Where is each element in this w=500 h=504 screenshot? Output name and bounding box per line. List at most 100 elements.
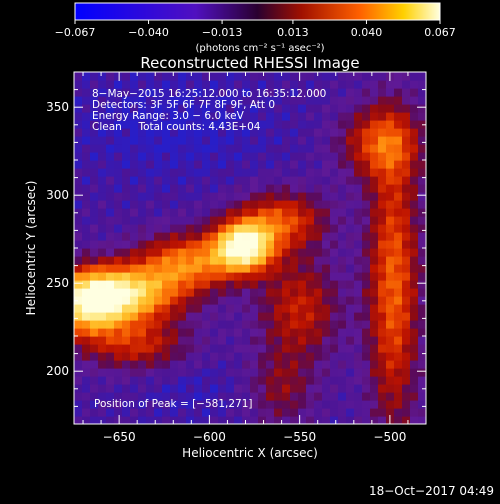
heatmap-cell bbox=[122, 224, 131, 233]
heatmap-cell bbox=[154, 272, 163, 281]
heatmap-cell bbox=[74, 368, 83, 377]
heatmap-cell bbox=[402, 280, 411, 289]
heatmap-cell bbox=[386, 112, 395, 121]
heatmap-cell bbox=[306, 288, 315, 297]
heatmap-cell bbox=[330, 72, 339, 81]
heatmap-cell bbox=[114, 256, 123, 265]
heatmap-cell bbox=[186, 128, 195, 137]
heatmap-cell bbox=[290, 112, 299, 121]
heatmap-cell bbox=[354, 192, 363, 201]
heatmap-cell bbox=[402, 272, 411, 281]
heatmap-cell bbox=[274, 392, 283, 401]
heatmap-cell bbox=[378, 280, 387, 289]
heatmap-cell bbox=[242, 408, 251, 417]
heatmap-cell bbox=[98, 256, 107, 265]
heatmap-cell bbox=[274, 272, 283, 281]
heatmap-cell bbox=[282, 384, 291, 393]
heatmap-cell bbox=[290, 128, 299, 137]
heatmap-cell bbox=[282, 152, 291, 161]
heatmap-cell bbox=[354, 416, 363, 424]
heatmap-cell bbox=[250, 312, 259, 321]
heatmap-cell bbox=[306, 296, 315, 305]
heatmap-cell bbox=[146, 280, 155, 289]
heatmap-cell bbox=[226, 264, 235, 273]
heatmap-cell bbox=[290, 272, 299, 281]
heatmap-cell bbox=[378, 264, 387, 273]
heatmap-cell bbox=[210, 376, 219, 385]
heatmap-cell bbox=[402, 344, 411, 353]
heatmap-cell bbox=[354, 256, 363, 265]
heatmap-cell bbox=[98, 80, 107, 89]
heatmap-cell bbox=[402, 336, 411, 345]
heatmap-cell bbox=[402, 72, 411, 81]
heatmap-cell bbox=[386, 240, 395, 249]
heatmap-cell bbox=[130, 104, 139, 113]
heatmap-cell bbox=[82, 312, 91, 321]
heatmap-cell bbox=[418, 400, 426, 409]
heatmap-cell bbox=[402, 408, 411, 417]
heatmap-cell bbox=[210, 264, 219, 273]
heatmap-cell bbox=[322, 368, 331, 377]
heatmap-cell bbox=[90, 272, 99, 281]
heatmap-cell bbox=[314, 384, 323, 393]
heatmap-cell bbox=[106, 88, 115, 97]
heatmap-cell bbox=[202, 88, 211, 97]
heatmap-cell bbox=[170, 200, 179, 209]
heatmap-cell bbox=[258, 120, 267, 129]
heatmap-cell bbox=[90, 304, 99, 313]
heatmap-cell bbox=[266, 176, 275, 185]
heatmap-cell bbox=[186, 136, 195, 145]
heatmap-cell bbox=[170, 304, 179, 313]
heatmap-cell bbox=[146, 152, 155, 161]
heatmap-cell bbox=[306, 320, 315, 329]
heatmap-cell bbox=[370, 104, 379, 113]
heatmap-cell bbox=[226, 360, 235, 369]
heatmap-cell bbox=[338, 344, 347, 353]
heatmap-cell bbox=[314, 288, 323, 297]
heatmap-cell bbox=[202, 328, 211, 337]
heatmap-cell bbox=[314, 72, 323, 81]
heatmap-cell bbox=[346, 128, 355, 137]
heatmap-cell bbox=[130, 392, 139, 401]
heatmap-cell bbox=[354, 168, 363, 177]
heatmap-cell bbox=[354, 344, 363, 353]
heatmap-cell bbox=[322, 288, 331, 297]
heatmap-cell bbox=[322, 144, 331, 153]
heatmap-cell bbox=[210, 312, 219, 321]
heatmap-cell bbox=[138, 312, 147, 321]
heatmap-cell bbox=[106, 400, 115, 409]
heatmap-cell bbox=[410, 208, 419, 217]
heatmap-cell bbox=[330, 128, 339, 137]
heatmap-cell bbox=[250, 216, 259, 225]
heatmap-cell bbox=[242, 216, 251, 225]
colorbar-units-label: (photons cm⁻² s⁻¹ asec⁻²) bbox=[195, 43, 324, 54]
heatmap-cell bbox=[346, 136, 355, 145]
heatmap-cell bbox=[418, 312, 426, 321]
heatmap-cell bbox=[274, 208, 283, 217]
heatmap-cell bbox=[330, 328, 339, 337]
heatmap-cell bbox=[186, 352, 195, 361]
heatmap-cell bbox=[138, 272, 147, 281]
heatmap-cell bbox=[290, 96, 299, 105]
heatmap-cell bbox=[210, 272, 219, 281]
heatmap-cell bbox=[90, 88, 99, 97]
heatmap-cell bbox=[90, 176, 99, 185]
heatmap-cell bbox=[186, 320, 195, 329]
heatmap-cell bbox=[338, 368, 347, 377]
heatmap-cell bbox=[114, 120, 123, 129]
heatmap-cell bbox=[250, 208, 259, 217]
heatmap-cell bbox=[370, 352, 379, 361]
heatmap-cell bbox=[138, 112, 147, 121]
heatmap-cell bbox=[290, 192, 299, 201]
heatmap-cell bbox=[218, 184, 227, 193]
heatmap-cell bbox=[98, 360, 107, 369]
heatmap-cell bbox=[298, 112, 307, 121]
heatmap-cell bbox=[338, 240, 347, 249]
heatmap-cell bbox=[218, 240, 227, 249]
heatmap-cell bbox=[234, 200, 243, 209]
heatmap-cell bbox=[298, 408, 307, 417]
heatmap-cell bbox=[306, 160, 315, 169]
heatmap-cell bbox=[218, 216, 227, 225]
heatmap-cell bbox=[250, 120, 259, 129]
heatmap-cell bbox=[122, 328, 131, 337]
